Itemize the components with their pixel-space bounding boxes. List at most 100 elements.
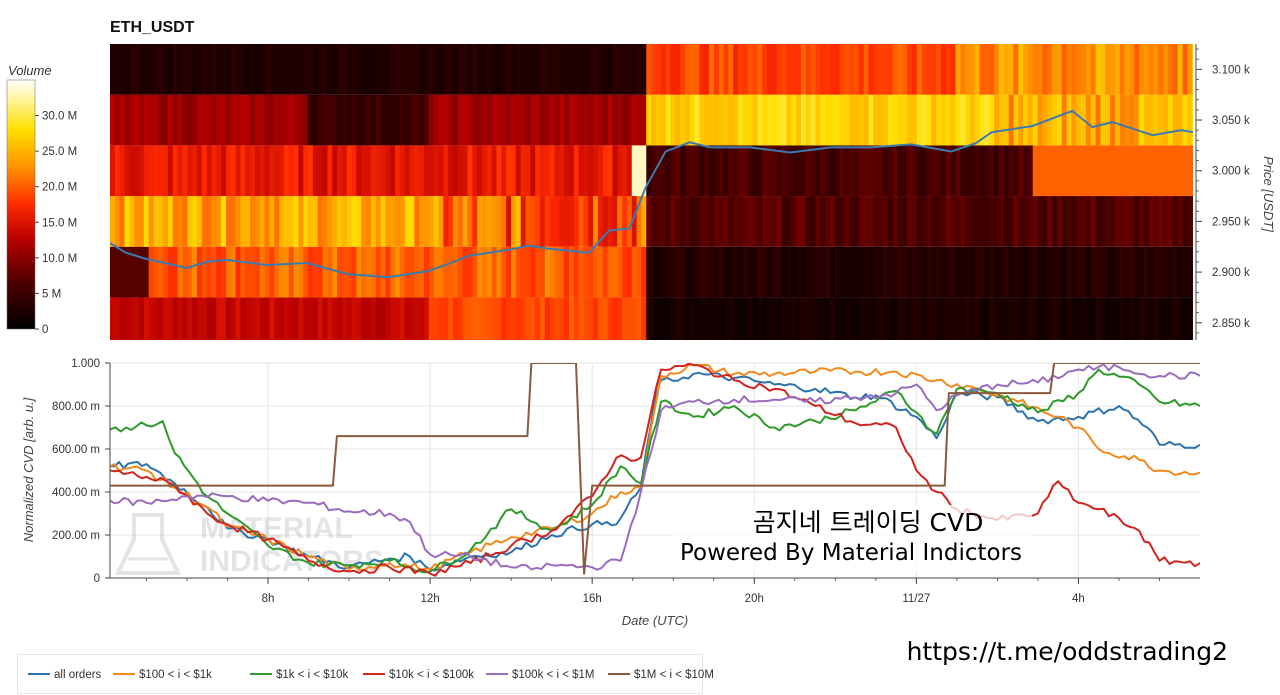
heatmap-cell <box>1003 94 1010 146</box>
heatmap-cell <box>457 246 464 298</box>
heatmap-cell <box>269 246 275 298</box>
heatmap-cell <box>520 196 527 247</box>
heatmap-cell <box>747 297 754 340</box>
heatmap-cell <box>1071 94 1077 146</box>
heatmap-cell <box>1143 196 1150 247</box>
heatmap-cell <box>1085 246 1092 298</box>
heatmap-cell <box>636 94 643 146</box>
heatmap-cell <box>752 196 758 247</box>
price-line-layer <box>110 109 1193 279</box>
heatmap-cell <box>965 297 971 340</box>
heatmap-cell <box>409 44 415 95</box>
heatmap-cell <box>902 246 908 298</box>
heatmap-cell <box>680 246 686 298</box>
heatmap-cell <box>138 297 145 340</box>
heatmap-cell <box>940 94 947 146</box>
heatmap-cell <box>767 145 773 197</box>
heatmap-cell <box>554 94 560 146</box>
legend-swatch <box>486 672 508 675</box>
heatmap-cell <box>385 297 391 340</box>
heatmap-cell <box>868 145 874 197</box>
heatmap-cell <box>467 44 473 95</box>
heatmap-cell <box>887 246 894 298</box>
heatmap-cell <box>525 196 531 247</box>
heatmap-cell <box>129 246 135 298</box>
heatmap-cell <box>221 145 227 197</box>
heatmap-cell <box>312 246 319 298</box>
heatmap-cell <box>965 196 971 247</box>
heatmap-cell <box>230 145 237 197</box>
heatmap-cell <box>578 246 585 298</box>
heatmap-cell <box>675 196 681 247</box>
heatmap-cell <box>1105 246 1111 298</box>
heatmap-cell <box>573 196 580 247</box>
heatmap-cell <box>308 145 314 197</box>
heatmap-cell <box>1134 94 1140 146</box>
heatmap-cell <box>781 196 787 247</box>
heatmap-cell <box>839 145 845 197</box>
heatmap-cell <box>1153 94 1159 146</box>
heatmap-cell <box>1105 44 1111 95</box>
heatmap-cell <box>829 297 836 340</box>
heatmap-cell <box>631 297 638 340</box>
heatmap-cell <box>723 196 729 247</box>
telegram-link[interactable]: https://t.me/oddstrading2 <box>907 637 1228 666</box>
heatmap-cell <box>694 196 701 247</box>
heatmap-cell <box>597 94 604 146</box>
heatmap-cell <box>279 297 285 340</box>
heatmap-cell <box>380 44 386 95</box>
legend-item[interactable]: all orders <box>28 669 101 681</box>
heatmap-cell <box>539 297 546 340</box>
heatmap-cell <box>1158 196 1164 247</box>
heatmap-cell <box>1182 44 1188 95</box>
legend-item[interactable]: $100k < i < $1M <box>486 669 594 681</box>
heatmap-cell <box>192 196 198 247</box>
heatmap-cell <box>641 196 647 247</box>
heatmap-cell <box>1056 44 1063 95</box>
heatmap-cell <box>684 145 691 197</box>
heatmap-cell <box>443 94 449 146</box>
legend-item[interactable]: $10k < i < $100k <box>363 669 474 681</box>
heatmap-cell <box>713 297 720 340</box>
heatmap-cell <box>530 145 536 197</box>
heatmap-cell <box>361 44 367 95</box>
heatmap-cell <box>298 297 304 340</box>
heatmap-cell <box>1158 246 1164 298</box>
heatmap-cell <box>1168 297 1174 340</box>
heatmap-cell <box>414 297 420 340</box>
heatmap-cell <box>709 196 715 247</box>
heatmap-cell <box>341 196 348 247</box>
heatmap-cell <box>1100 246 1106 298</box>
heatmap-cell <box>472 145 478 197</box>
heatmap-cell <box>897 94 903 146</box>
heatmap-cell <box>1143 94 1150 146</box>
heatmap-cell <box>1081 145 1087 197</box>
heatmap-cell <box>1100 94 1106 146</box>
legend-item[interactable]: $1k < i < $10k <box>250 669 348 681</box>
heatmap-cell <box>530 297 536 340</box>
heatmap-cell <box>907 44 913 95</box>
heatmap-cell <box>684 246 691 298</box>
heatmap-cell <box>158 196 164 247</box>
heatmap-cell <box>926 44 932 95</box>
heatmap-cell <box>114 44 121 95</box>
legend-item[interactable]: $100 < i < $1k <box>113 669 212 681</box>
heatmap-cell <box>945 297 952 340</box>
heatmap-cell <box>1071 246 1077 298</box>
legend-item[interactable]: $1M < i < $10M <box>608 669 714 681</box>
heatmap-cell <box>491 196 498 247</box>
heatmap-cell <box>477 297 483 340</box>
heatmap-cell <box>670 44 676 95</box>
heatmap-cell <box>1148 196 1155 247</box>
heatmap-cell <box>883 94 889 146</box>
heatmap-cell <box>124 44 130 95</box>
heatmap-cell <box>515 297 522 340</box>
heatmap-cell <box>380 94 386 146</box>
price-tick-label: 2.850 k <box>1212 318 1250 330</box>
heatmap-cell <box>264 196 271 247</box>
heatmap-cell <box>453 44 459 95</box>
heatmap-cell <box>404 196 411 247</box>
heatmap-cell <box>395 246 401 298</box>
heatmap-cell <box>1003 44 1010 95</box>
